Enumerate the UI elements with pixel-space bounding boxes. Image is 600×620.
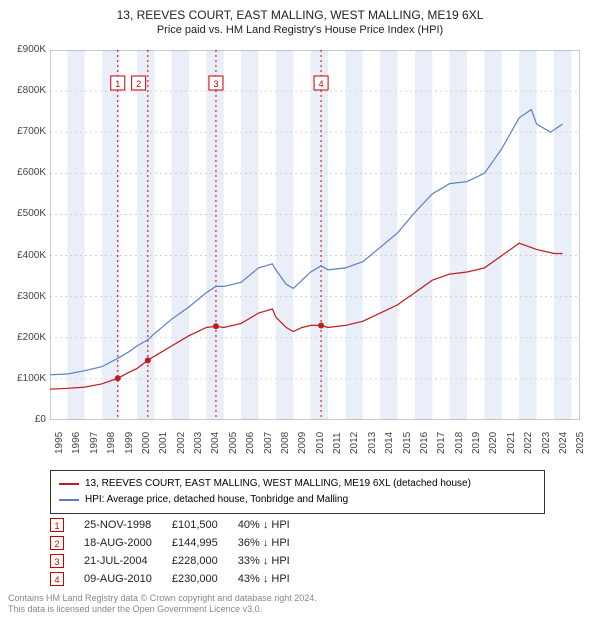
- legend-label: HPI: Average price, detached house, Tonb…: [85, 492, 348, 508]
- x-tick-label: 2016: [419, 432, 430, 454]
- x-tick-label: 2008: [280, 432, 291, 454]
- tx-date: 18-AUG-2000: [84, 534, 172, 552]
- legend-label: 13, REEVES COURT, EAST MALLING, WEST MAL…: [85, 476, 471, 492]
- y-tick-label: £500K: [2, 208, 46, 219]
- tx-price: £230,000: [172, 570, 238, 588]
- y-tick-label: £0: [2, 414, 46, 425]
- legend-item: HPI: Average price, detached house, Tonb…: [59, 492, 536, 508]
- tx-date: 21-JUL-2004: [84, 552, 172, 570]
- tx-diff: 43% ↓ HPI: [238, 570, 310, 588]
- tx-date: 25-NOV-1998: [84, 516, 172, 534]
- footer-attribution: Contains HM Land Registry data © Crown c…: [8, 593, 317, 616]
- footer-line2: This data is licensed under the Open Gov…: [8, 604, 317, 616]
- marker-badge: 1: [50, 518, 64, 532]
- chart-plot: 1 2 3 4: [50, 50, 580, 420]
- x-tick-label: 1999: [124, 432, 135, 454]
- x-tick-label: 2017: [436, 432, 447, 454]
- x-tick-label: 2009: [297, 432, 308, 454]
- x-tick-label: 1995: [54, 432, 65, 454]
- table-row: 3 21-JUL-2004£228,00033% ↓ HPI: [50, 552, 310, 570]
- svg-text:4: 4: [319, 79, 324, 89]
- x-tick-label: 2007: [263, 432, 274, 454]
- legend-swatch: [59, 499, 79, 501]
- marker-badge: 3: [50, 554, 64, 568]
- x-tick-label: 2000: [141, 432, 152, 454]
- x-tick-label: 1998: [106, 432, 117, 454]
- x-tick-label: 2013: [367, 432, 378, 454]
- table-row: 2 18-AUG-2000£144,99536% ↓ HPI: [50, 534, 310, 552]
- y-tick-label: £300K: [2, 291, 46, 302]
- x-axis-labels: 1995 1996 1997 1998 1999 2000 2001 2002 2003 2004…: [50, 424, 580, 464]
- legend-box: 13, REEVES COURT, EAST MALLING, WEST MAL…: [50, 470, 545, 514]
- x-tick-label: 2012: [349, 432, 360, 454]
- tx-diff: 40% ↓ HPI: [238, 516, 310, 534]
- chart-subtitle: Price paid vs. HM Land Registry's House …: [0, 24, 600, 36]
- x-tick-label: 2024: [558, 432, 569, 454]
- tx-diff: 36% ↓ HPI: [238, 534, 310, 552]
- y-tick-label: £900K: [2, 44, 46, 55]
- chart-title: 13, REEVES COURT, EAST MALLING, WEST MAL…: [0, 8, 600, 22]
- chart-container: 13, REEVES COURT, EAST MALLING, WEST MAL…: [0, 0, 600, 620]
- footer-line1: Contains HM Land Registry data © Crown c…: [8, 593, 317, 605]
- svg-text:3: 3: [213, 79, 218, 89]
- x-tick-label: 2001: [158, 432, 169, 454]
- x-tick-label: 2014: [384, 432, 395, 454]
- x-tick-label: 2003: [193, 432, 204, 454]
- tx-date: 09-AUG-2010: [84, 570, 172, 588]
- y-tick-label: £200K: [2, 332, 46, 343]
- x-tick-label: 1996: [71, 432, 82, 454]
- svg-text:1: 1: [115, 79, 120, 89]
- x-tick-label: 2006: [245, 432, 256, 454]
- x-tick-label: 2021: [506, 432, 517, 454]
- tx-price: £144,995: [172, 534, 238, 552]
- y-tick-label: £100K: [2, 373, 46, 384]
- table-row: 1 25-NOV-1998£101,50040% ↓ HPI: [50, 516, 310, 534]
- x-tick-label: 2010: [315, 432, 326, 454]
- x-tick-label: 2015: [402, 432, 413, 454]
- x-tick-label: 2004: [210, 432, 221, 454]
- title-block: 13, REEVES COURT, EAST MALLING, WEST MAL…: [0, 0, 600, 36]
- tx-price: £101,500: [172, 516, 238, 534]
- x-tick-label: 2020: [488, 432, 499, 454]
- x-tick-label: 2018: [454, 432, 465, 454]
- y-tick-label: £700K: [2, 126, 46, 137]
- x-tick-label: 2023: [541, 432, 552, 454]
- legend-swatch: [59, 483, 79, 485]
- legend-item: 13, REEVES COURT, EAST MALLING, WEST MAL…: [59, 476, 536, 492]
- x-tick-label: 1997: [89, 432, 100, 454]
- y-tick-label: £400K: [2, 250, 46, 261]
- marker-badge: 4: [50, 572, 64, 586]
- x-tick-label: 2011: [332, 432, 343, 454]
- x-tick-label: 2025: [575, 432, 586, 454]
- y-tick-label: £600K: [2, 167, 46, 178]
- tx-price: £228,000: [172, 552, 238, 570]
- y-tick-label: £800K: [2, 85, 46, 96]
- table-row: 4 09-AUG-2010£230,00043% ↓ HPI: [50, 570, 310, 588]
- x-tick-label: 2022: [523, 432, 534, 454]
- svg-text:2: 2: [136, 79, 141, 89]
- x-tick-label: 2019: [471, 432, 482, 454]
- x-tick-label: 2005: [228, 432, 239, 454]
- x-tick-label: 2002: [176, 432, 187, 454]
- transaction-table: 1 25-NOV-1998£101,50040% ↓ HPI 2 18-AUG-200…: [50, 516, 310, 588]
- tx-diff: 33% ↓ HPI: [238, 552, 310, 570]
- marker-badge: 2: [50, 536, 64, 550]
